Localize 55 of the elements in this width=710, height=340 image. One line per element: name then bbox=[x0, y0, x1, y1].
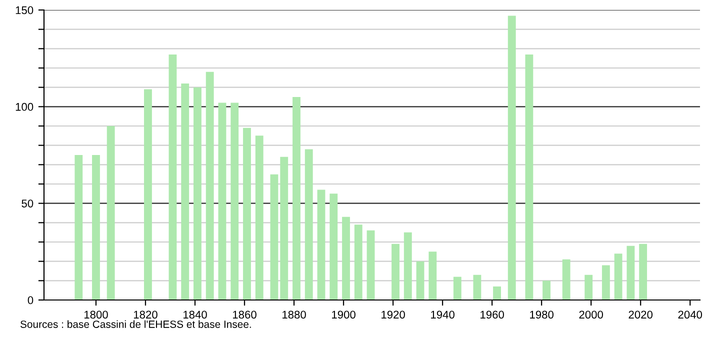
bar bbox=[493, 286, 501, 300]
y-tick-label: 150 bbox=[16, 6, 34, 14]
bar bbox=[614, 254, 622, 300]
y-tick-label: 100 bbox=[16, 102, 34, 111]
bar bbox=[473, 274, 482, 300]
bar bbox=[317, 190, 326, 300]
x-tick-label: 1800 bbox=[84, 310, 108, 319]
x-tick-label: 1840 bbox=[183, 310, 207, 319]
source-note: Sources : base Cassini de l'EHESS et base Insee. bbox=[20, 320, 251, 328]
x-tick-label: 1960 bbox=[480, 310, 504, 319]
bar bbox=[542, 280, 550, 300]
bar bbox=[602, 265, 610, 300]
x-tick-label: 1980 bbox=[530, 310, 554, 319]
x-tick-label: 2020 bbox=[628, 310, 653, 319]
bar bbox=[354, 224, 362, 300]
x-tick-label: 1940 bbox=[431, 310, 454, 319]
bar bbox=[342, 216, 350, 300]
bar bbox=[230, 102, 239, 300]
bar bbox=[562, 259, 570, 300]
y-tick-label: 0 bbox=[28, 296, 34, 304]
bar bbox=[92, 155, 100, 300]
bar bbox=[584, 274, 593, 300]
bar bbox=[366, 230, 375, 300]
x-tick-label: 1880 bbox=[282, 310, 306, 319]
bar bbox=[218, 102, 226, 300]
x-tick-label: 2000 bbox=[579, 310, 604, 319]
bar bbox=[508, 16, 516, 300]
x-tick-label: 1920 bbox=[382, 310, 405, 319]
x-tick-label: 1820 bbox=[134, 310, 158, 319]
bar bbox=[392, 244, 400, 300]
bar bbox=[255, 136, 264, 300]
bar bbox=[243, 128, 251, 300]
bar bbox=[639, 244, 648, 300]
x-tick-label: 1860 bbox=[233, 310, 256, 319]
bar bbox=[181, 83, 190, 300]
bar bbox=[525, 54, 534, 300]
bar bbox=[74, 155, 83, 300]
bar bbox=[428, 252, 437, 300]
bar bbox=[330, 194, 338, 300]
bar bbox=[106, 126, 115, 300]
bar bbox=[144, 89, 152, 300]
bar bbox=[194, 87, 202, 300]
bar bbox=[168, 54, 177, 300]
bar bbox=[280, 156, 288, 300]
bar bbox=[270, 174, 278, 300]
x-tick-label: 2040 bbox=[678, 310, 702, 319]
bar bbox=[626, 246, 635, 300]
y-tick-label: 50 bbox=[22, 200, 34, 208]
bar bbox=[292, 97, 300, 300]
bar bbox=[206, 72, 214, 300]
x-tick-label: 1900 bbox=[332, 310, 356, 319]
bar bbox=[304, 149, 313, 300]
bar bbox=[416, 261, 424, 300]
bar bbox=[404, 232, 412, 300]
bar bbox=[453, 276, 462, 300]
